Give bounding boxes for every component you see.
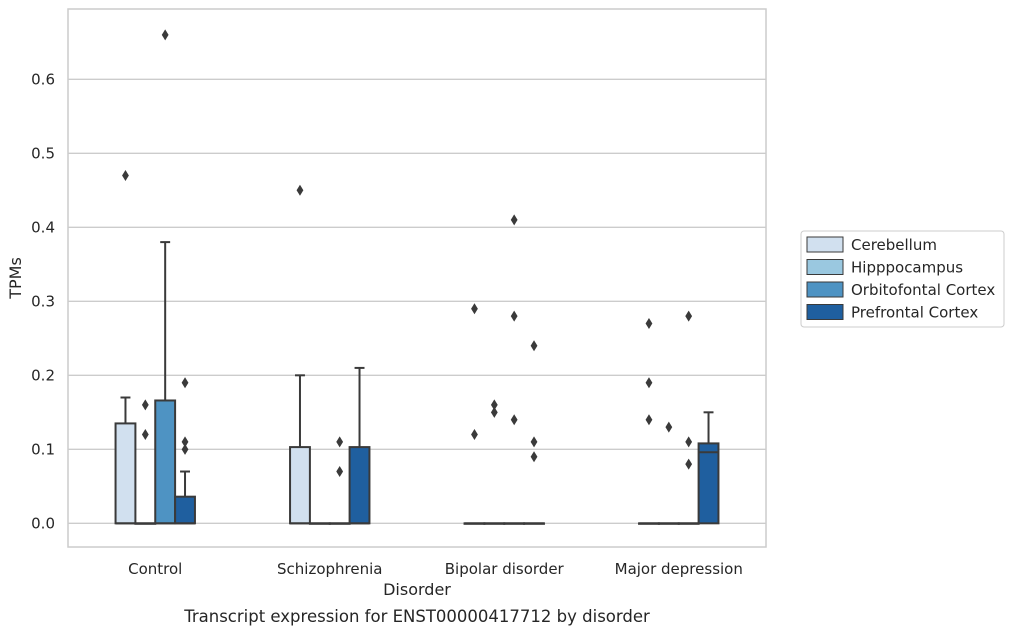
x-tick-label: Schizophrenia bbox=[277, 560, 382, 578]
x-tick-label: Bipolar disorder bbox=[445, 560, 565, 578]
outlier-point bbox=[181, 443, 189, 455]
outlier-point bbox=[645, 377, 653, 389]
legend-swatch bbox=[806, 281, 844, 298]
box-element bbox=[174, 377, 196, 525]
legend-label: Cerebellum bbox=[851, 236, 937, 254]
x-axis-label: Disorder bbox=[383, 580, 451, 599]
x-tick-label: Major depression bbox=[615, 560, 743, 578]
y-tick-label: 0.1 bbox=[31, 440, 55, 458]
x-tick-label: Control bbox=[128, 560, 182, 578]
outlier-point bbox=[490, 399, 498, 411]
box-element bbox=[348, 366, 371, 525]
legend-swatch bbox=[806, 259, 844, 275]
outlier-point bbox=[471, 303, 478, 315]
box-element bbox=[114, 170, 137, 525]
y-tick-label: 0.0 bbox=[31, 514, 55, 532]
y-tick-label: 0.5 bbox=[31, 144, 55, 162]
y-axis-label: TPMs bbox=[6, 257, 25, 300]
box-element bbox=[657, 421, 680, 525]
legend-items: Cerebellum Hipppocampus Orbitofontal Corte… bbox=[806, 236, 995, 322]
outlier-point bbox=[490, 406, 498, 418]
box-series bbox=[114, 29, 720, 525]
outlier-point bbox=[510, 310, 518, 322]
legend-item: Cerebellum bbox=[806, 236, 937, 254]
box-body bbox=[154, 399, 177, 525]
box-element bbox=[463, 303, 486, 525]
box-body bbox=[697, 442, 720, 525]
series-prefrontal-cortex bbox=[174, 340, 720, 525]
outlier-point bbox=[510, 414, 518, 426]
box-body bbox=[348, 446, 371, 525]
box-element bbox=[308, 522, 331, 525]
box-body bbox=[114, 422, 137, 525]
legend: Cerebellum Hipppocampus Orbitofontal Corte… bbox=[800, 230, 1005, 328]
y-tick-label: 0.2 bbox=[31, 366, 55, 384]
series-cerebellum bbox=[114, 170, 660, 525]
outlier-point bbox=[685, 436, 693, 448]
outlier-point bbox=[181, 436, 189, 448]
legend-swatch bbox=[806, 236, 844, 253]
box-element bbox=[154, 29, 177, 525]
outlier-point bbox=[510, 214, 518, 226]
outlier-point bbox=[530, 436, 538, 448]
outlier-point bbox=[530, 340, 538, 352]
box-element bbox=[697, 411, 720, 525]
series-orbitofontal-cortex bbox=[154, 29, 700, 525]
box-body bbox=[174, 495, 196, 525]
legend-item: Prefrontal Cortex bbox=[806, 304, 978, 322]
legend-label: Hipppocampus bbox=[851, 259, 963, 277]
outlier-point bbox=[141, 429, 149, 441]
outlier-point bbox=[336, 436, 344, 448]
outlier-point bbox=[685, 458, 693, 470]
outlier-point bbox=[665, 421, 673, 433]
outlier-point bbox=[336, 466, 344, 478]
legend-item: Hipppocampus bbox=[806, 259, 963, 277]
outlier-point bbox=[141, 399, 149, 411]
outlier-point bbox=[471, 429, 478, 441]
y-tick-label: 0.3 bbox=[31, 292, 55, 310]
x-tick-labels: Control Schizophrenia Bipolar disorder Majo… bbox=[128, 560, 743, 578]
box-body bbox=[289, 446, 311, 525]
outlier-point bbox=[685, 310, 693, 322]
y-tick-label: 0.4 bbox=[31, 218, 55, 236]
outlier-point bbox=[161, 29, 169, 41]
legend-frame bbox=[800, 230, 1005, 328]
plot-area-frame bbox=[67, 8, 767, 548]
outlier-point bbox=[645, 318, 653, 330]
outlier-point bbox=[122, 170, 129, 182]
y-tick-labels: 0.0 0.1 0.2 0.3 0.4 0.5 0.6 bbox=[31, 70, 55, 532]
box-element bbox=[503, 214, 526, 525]
outlier-point bbox=[530, 451, 538, 463]
box-element bbox=[523, 340, 545, 525]
outlier-point bbox=[296, 184, 304, 196]
box-element bbox=[289, 184, 311, 525]
outlier-point bbox=[181, 377, 189, 389]
y-tick-label: 0.6 bbox=[31, 70, 55, 88]
legend-item: Orbitofontal Cortex bbox=[806, 281, 995, 299]
chart-caption: Transcript expression for ENST0000041771… bbox=[183, 607, 650, 626]
legend-swatch bbox=[806, 304, 844, 320]
outlier-point bbox=[645, 414, 653, 426]
legend-label: Orbitofontal Cortex bbox=[851, 281, 995, 299]
legend-label: Prefrontal Cortex bbox=[851, 304, 978, 322]
